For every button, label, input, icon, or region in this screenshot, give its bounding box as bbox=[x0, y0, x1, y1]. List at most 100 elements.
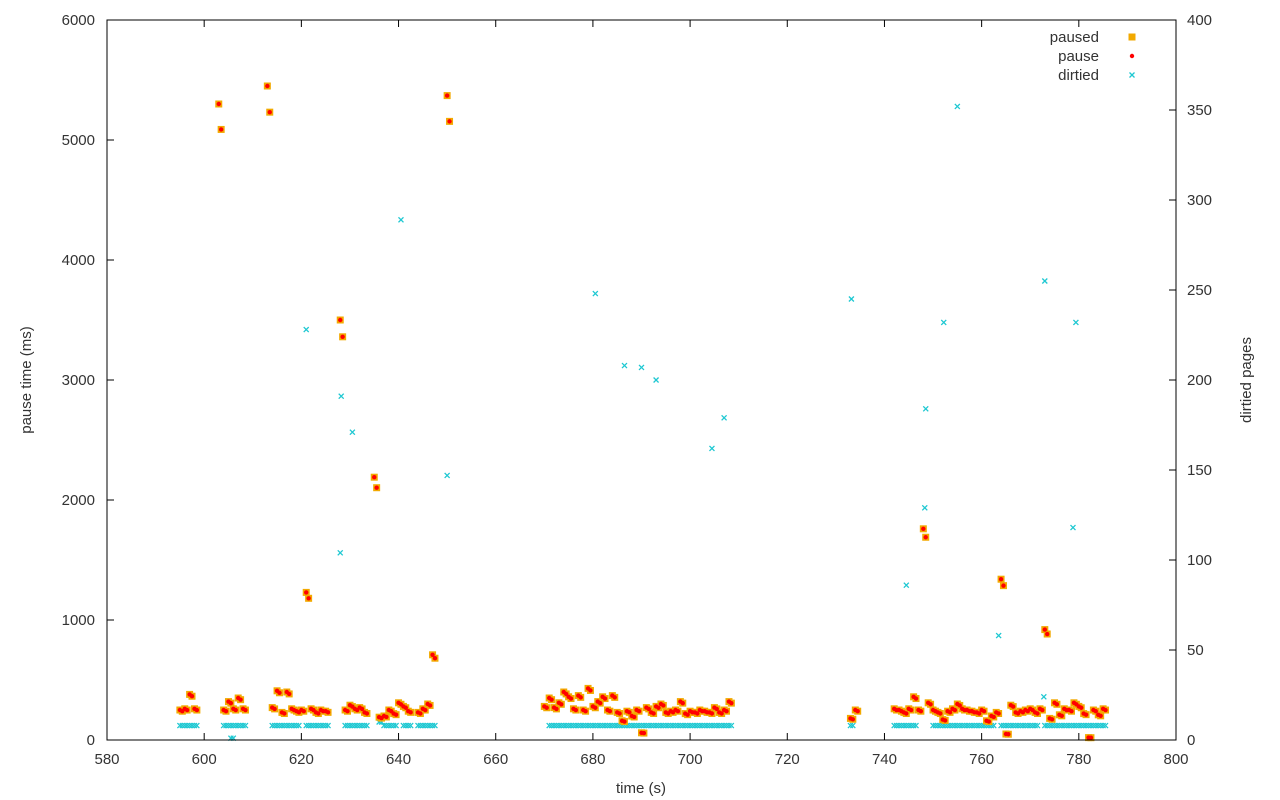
dirtied-point bbox=[385, 722, 392, 729]
dirtied-point bbox=[570, 722, 577, 729]
dirtied-point bbox=[1046, 722, 1053, 729]
pause-point bbox=[272, 706, 277, 712]
dirtied-point bbox=[288, 722, 295, 729]
pause-point bbox=[286, 691, 292, 697]
dirtied-point bbox=[726, 722, 732, 729]
pause-point bbox=[427, 703, 433, 708]
pause-point bbox=[636, 709, 642, 714]
y-tick-label: 6000 bbox=[62, 12, 95, 29]
pause-point bbox=[627, 710, 632, 715]
dirtied-point bbox=[934, 722, 941, 729]
pause-point bbox=[1045, 631, 1050, 637]
pause-point bbox=[719, 711, 724, 716]
pause-point bbox=[617, 711, 622, 716]
dirtied-point bbox=[429, 722, 436, 729]
dirtied-point bbox=[361, 722, 368, 729]
pause-point bbox=[265, 83, 270, 89]
dirtied-point bbox=[633, 722, 640, 729]
pause-point bbox=[593, 705, 598, 710]
pause-point bbox=[282, 711, 287, 716]
dirtied-point bbox=[913, 722, 919, 729]
dirtied-point bbox=[585, 722, 592, 729]
pause-point bbox=[544, 705, 549, 710]
pause-point bbox=[554, 706, 559, 712]
pause-point bbox=[923, 535, 928, 540]
dirtied-point bbox=[346, 722, 353, 729]
dirtied-point bbox=[580, 722, 587, 729]
dirtied-point bbox=[186, 722, 193, 729]
dirtied-point bbox=[677, 722, 684, 729]
y-tick-label: 0 bbox=[87, 732, 95, 749]
dirtied-point bbox=[405, 722, 412, 729]
pause-point bbox=[597, 700, 603, 706]
pause-point bbox=[908, 707, 914, 713]
pause-point bbox=[364, 711, 370, 716]
dirtied-point bbox=[269, 722, 276, 729]
dirtied-point bbox=[278, 722, 285, 729]
pause-point bbox=[444, 93, 450, 98]
legend-label-pause: pause bbox=[1058, 48, 1099, 65]
dirtied-point bbox=[242, 722, 249, 729]
y2-tick-label: 100 bbox=[1187, 552, 1212, 569]
x-tick-label: 580 bbox=[94, 751, 119, 768]
pause-point bbox=[304, 590, 309, 595]
dirtied-point bbox=[351, 722, 358, 729]
dirtied-point bbox=[322, 722, 329, 729]
dirtied-point bbox=[691, 722, 698, 729]
dirtied-point bbox=[653, 722, 660, 729]
dirtied-point bbox=[672, 722, 679, 729]
dirtied-point bbox=[849, 722, 856, 729]
dirtied-point bbox=[662, 722, 669, 729]
dirtied-point bbox=[356, 722, 363, 729]
pause-point bbox=[729, 700, 734, 706]
pause-point bbox=[976, 711, 982, 716]
pause-point bbox=[661, 703, 666, 708]
x-tick-label: 600 bbox=[192, 751, 217, 768]
dirtied-point bbox=[667, 722, 674, 729]
y-tick-label: 2000 bbox=[62, 492, 95, 509]
pause-point bbox=[921, 526, 926, 531]
dirtied-point bbox=[349, 429, 356, 436]
dirtied-point bbox=[995, 632, 1002, 639]
y2-tick-label: 250 bbox=[1187, 282, 1212, 299]
dirtied-point bbox=[900, 722, 907, 729]
pause-point bbox=[928, 702, 933, 707]
dirtied-point bbox=[546, 722, 553, 729]
pause-point bbox=[952, 707, 958, 713]
pause-point bbox=[563, 691, 569, 697]
pause-point bbox=[904, 711, 909, 716]
pause-point bbox=[233, 707, 238, 713]
dirtied-point bbox=[312, 722, 319, 729]
dirtied-point bbox=[657, 722, 664, 729]
dirtied-point bbox=[1022, 722, 1029, 729]
dirtied-point bbox=[444, 472, 451, 479]
x-tick-label: 720 bbox=[775, 751, 800, 768]
dirtied-point bbox=[711, 722, 718, 729]
pause-point bbox=[408, 710, 413, 715]
pause-point bbox=[432, 656, 438, 661]
dirtied-point bbox=[363, 722, 370, 729]
dirtied-point bbox=[230, 722, 237, 729]
dirtied-point bbox=[400, 722, 407, 729]
dirtied-point bbox=[949, 722, 956, 729]
pause-point bbox=[194, 707, 200, 713]
dirtied-point bbox=[653, 377, 660, 383]
legend-marker-paused bbox=[1128, 33, 1136, 41]
dirtied-point bbox=[295, 722, 302, 729]
x-tick-label: 660 bbox=[483, 751, 508, 768]
legend-marker-pause bbox=[1129, 53, 1135, 59]
pause-point bbox=[447, 119, 452, 124]
pause-point bbox=[1093, 709, 1098, 714]
dirtied-point bbox=[638, 364, 645, 371]
pause-point bbox=[1054, 702, 1060, 707]
pause-point bbox=[622, 719, 627, 724]
dirtied-point bbox=[896, 722, 902, 729]
y-tick-label: 3000 bbox=[62, 372, 95, 389]
pause-point bbox=[938, 711, 943, 716]
pause-point bbox=[374, 485, 379, 490]
dirtied-point bbox=[940, 319, 947, 326]
y-tick-label: 5000 bbox=[62, 132, 95, 149]
dirtied-point bbox=[903, 582, 910, 589]
x-tick-label: 780 bbox=[1066, 751, 1091, 768]
